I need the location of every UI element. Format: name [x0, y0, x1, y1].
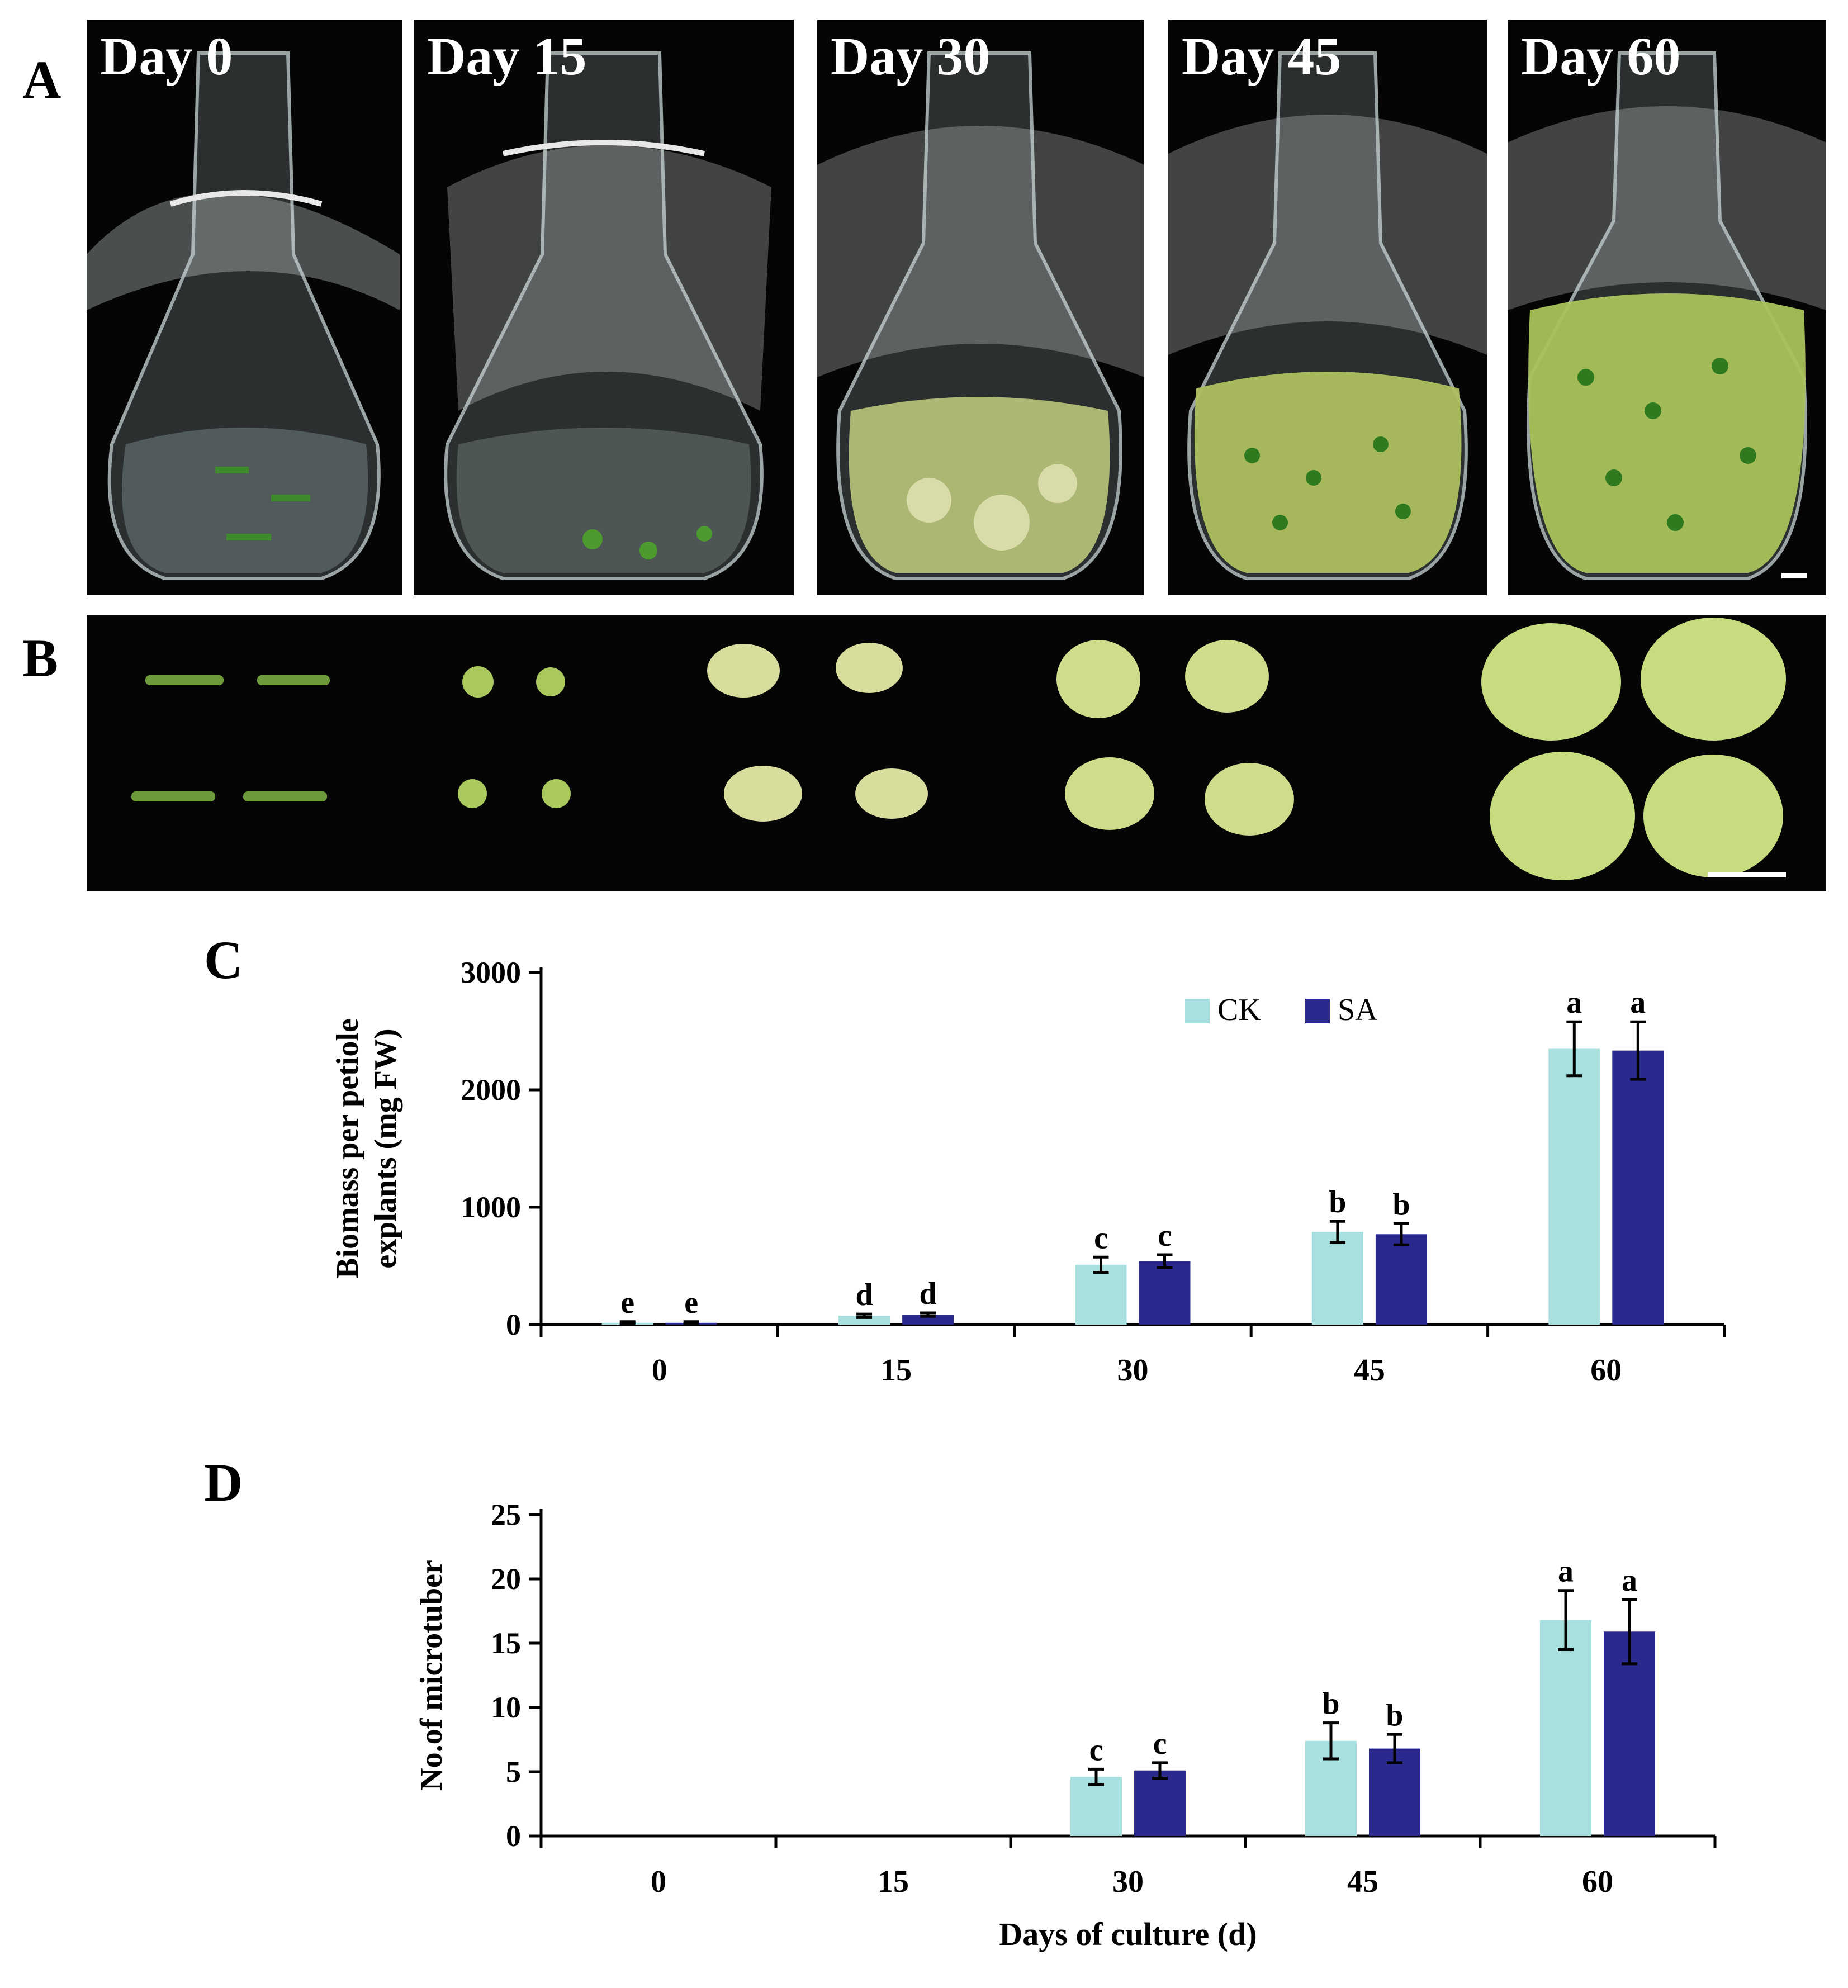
legend-swatch-ck [1185, 999, 1210, 1023]
significance-letter: b [1392, 1187, 1410, 1222]
bar-ck [1075, 1264, 1127, 1325]
significance-letter: c [1158, 1218, 1172, 1253]
day-label: Day 0 [100, 26, 233, 86]
significance-letter: d [920, 1277, 937, 1311]
day-label: Day 30 [831, 26, 991, 86]
x-tick-label: 45 [1347, 1864, 1378, 1899]
day-label: Day 15 [427, 26, 587, 86]
y-axis-label: Biomass per petiole [330, 1018, 365, 1279]
bar-sa [1139, 1261, 1191, 1325]
panel-label-a: A [22, 50, 61, 110]
significance-letter: d [856, 1278, 873, 1312]
flask-illustration [1168, 51, 1487, 580]
y-tick-label: 0 [506, 1308, 521, 1341]
y-tick-label: 1000 [461, 1190, 521, 1224]
significance-letter: b [1322, 1687, 1339, 1721]
flask-photo-day45: Day 45 [1168, 20, 1487, 595]
y-tick-label: 25 [491, 1498, 521, 1531]
day-label: Day 60 [1521, 26, 1681, 86]
bar-sa [1375, 1234, 1427, 1325]
legend-label-ck: CK [1217, 993, 1261, 1027]
flask-illustration [444, 51, 771, 580]
y-axis-label: No.of microtuber [414, 1560, 449, 1791]
scale-bar [1781, 573, 1807, 578]
panel-label-d: D [204, 1453, 243, 1512]
x-tick-label: 0 [651, 1864, 666, 1899]
y-tick-label: 10 [491, 1691, 521, 1724]
significance-letter: a [1622, 1563, 1637, 1598]
panel-label-b: B [22, 628, 59, 688]
x-tick-label: 45 [1354, 1353, 1385, 1388]
flask-illustration [1508, 51, 1826, 580]
explant-illustration [131, 618, 1786, 880]
significance-letter: c [1089, 1733, 1103, 1767]
significance-letter: e [620, 1285, 634, 1320]
panel-label-c: C [204, 930, 243, 990]
significance-letter: c [1153, 1726, 1167, 1761]
significance-letter: b [1386, 1698, 1403, 1733]
significance-letter: a [1630, 985, 1646, 1020]
bar-sa [1612, 1050, 1664, 1325]
scale-bar [1708, 872, 1786, 877]
microtuber-bar-chart: 0 5 10 15 20 25 0 15 30 c c 45 b b 60 a a No.of microtube… [414, 1498, 1717, 1952]
bar-ck [1070, 1777, 1122, 1836]
flask-photo-day0: Day 0 [87, 20, 402, 595]
x-tick-label: 60 [1590, 1353, 1622, 1388]
y-tick-label: 20 [491, 1562, 521, 1596]
significance-letter: e [684, 1285, 698, 1320]
flask-illustration [87, 51, 400, 580]
x-tick-label: 15 [878, 1864, 909, 1899]
flask-photo-day30: Day 30 [817, 20, 1144, 595]
flask-photo-day15: Day 15 [414, 20, 794, 595]
x-axis-label: Days of culture (d) [999, 1916, 1257, 1952]
y-tick-label: 15 [491, 1626, 521, 1660]
y-tick-label: 0 [506, 1819, 521, 1853]
significance-letter: a [1558, 1554, 1574, 1589]
x-tick-label: 60 [1582, 1864, 1613, 1899]
day-label: Day 45 [1182, 26, 1342, 86]
significance-letter: c [1094, 1221, 1108, 1255]
bar-ck [1311, 1232, 1363, 1325]
y-tick-label: 2000 [461, 1073, 521, 1107]
bar-ck [838, 1316, 890, 1325]
flask-photo-day60: Day 60 [1508, 20, 1826, 595]
y-axis-label: explants (mg FW) [368, 1028, 403, 1268]
y-tick-label: 5 [506, 1755, 521, 1788]
significance-letter: b [1329, 1185, 1346, 1220]
x-tick-label: 15 [880, 1353, 912, 1388]
bar-sa [902, 1315, 954, 1325]
x-tick-label: 30 [1112, 1864, 1144, 1899]
bar-sa [1134, 1770, 1186, 1836]
explant-strip-photo [87, 615, 1826, 891]
x-tick-label: 30 [1117, 1353, 1149, 1388]
significance-letter: a [1566, 985, 1582, 1020]
bar-ck [1540, 1620, 1591, 1836]
y-tick-label: 3000 [461, 956, 521, 989]
bar-sa [1604, 1631, 1655, 1836]
flask-illustration [817, 51, 1144, 580]
bar-ck [1548, 1048, 1600, 1325]
x-tick-label: 0 [652, 1353, 667, 1388]
legend-label-sa: SA [1338, 993, 1378, 1027]
legend-swatch-sa [1305, 999, 1330, 1023]
